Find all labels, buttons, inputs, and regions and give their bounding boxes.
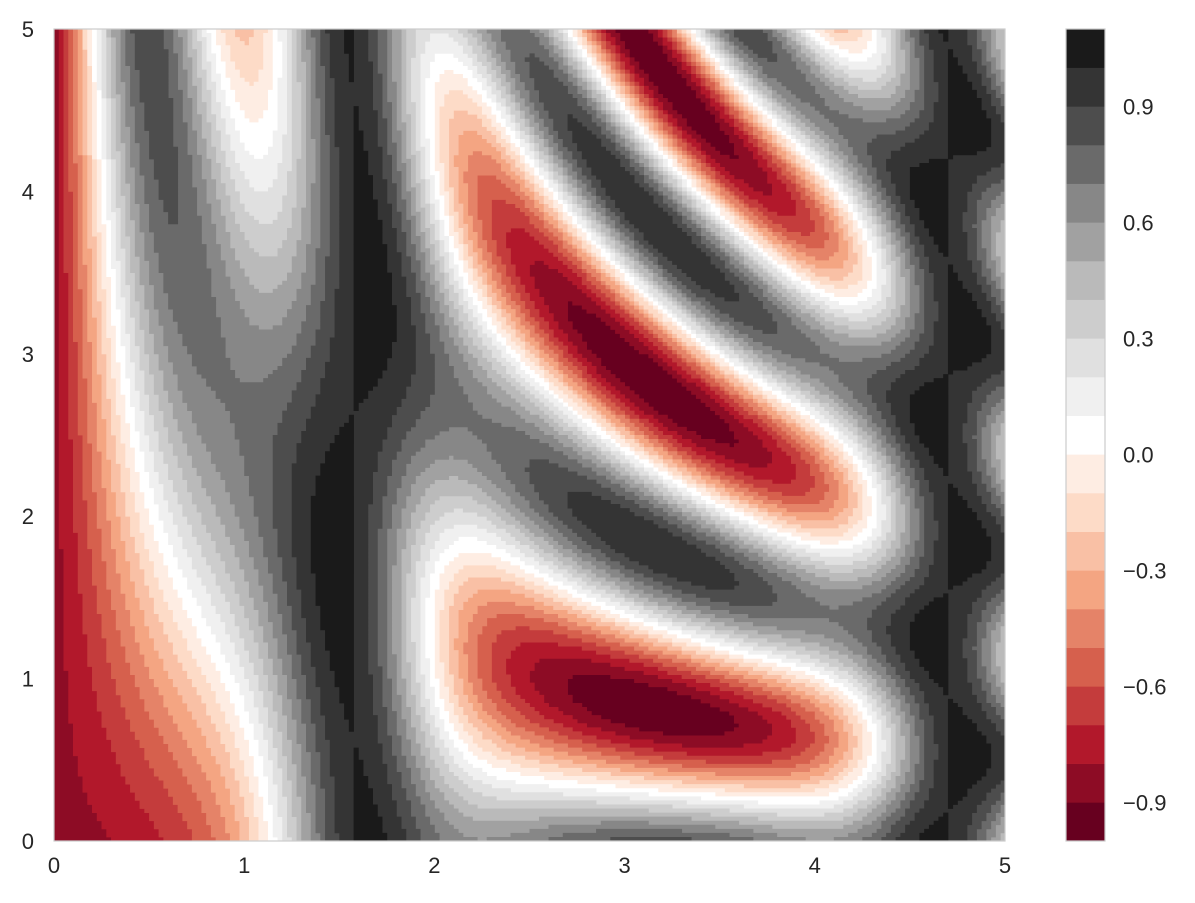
colorbar-band [1066, 29, 1105, 68]
y-tick-label: 0 [22, 829, 34, 854]
colorbar-tick-label: −0.3 [1123, 558, 1166, 583]
colorbar-band [1066, 493, 1105, 532]
x-tick-label: 1 [238, 853, 250, 878]
colorbar-band [1066, 454, 1105, 494]
colorbar-ticks: −0.9 −0.6 −0.3 0.0 0.3 0.6 0.9 [1123, 94, 1166, 815]
colorbar-tick-label: 0.0 [1123, 442, 1154, 467]
colorbar-band [1066, 222, 1105, 262]
y-tick-label: 2 [22, 504, 34, 529]
colorbar [1066, 29, 1105, 842]
colorbar-band [1066, 183, 1105, 223]
colorbar-band [1066, 106, 1105, 146]
colorbar-band [1066, 67, 1105, 107]
colorbar-band [1066, 415, 1105, 455]
x-tick-label: 2 [428, 853, 440, 878]
contour-band [567, 29, 740, 736]
colorbar-band [1066, 338, 1105, 378]
contour-band [63, 29, 816, 841]
y-tick-label: 4 [22, 179, 34, 204]
x-tick-label: 5 [999, 853, 1011, 878]
x-tick-label: 4 [809, 853, 821, 878]
colorbar-tick-label: −0.6 [1123, 674, 1166, 699]
colorbar-band [1066, 609, 1105, 648]
colorbar-band [1066, 570, 1105, 610]
y-tick-label: 1 [22, 667, 34, 692]
plot-frame [53, 28, 1006, 842]
colorbar-tick-label: 0.6 [1123, 210, 1154, 235]
x-tick-label: 0 [48, 853, 60, 878]
y-axis-ticks: 0 1 2 3 4 5 [22, 17, 34, 854]
contour-plot [54, 29, 1005, 841]
colorbar-band [1066, 261, 1105, 300]
colorbar-band [1066, 531, 1105, 571]
colorbar-frame [1065, 28, 1106, 842]
contour-band [58, 29, 797, 841]
contour-band [125, 29, 1005, 841]
colorbar-band [1066, 377, 1105, 416]
colorbar-band [1066, 763, 1105, 803]
colorbar-band [1066, 299, 1105, 339]
contour-band [111, 29, 1005, 841]
x-axis-ticks: 0 1 2 3 4 5 [48, 853, 1011, 878]
colorbar-tick-label: −0.9 [1123, 790, 1166, 815]
colorbar-band [1066, 145, 1105, 184]
contour-band [120, 29, 1005, 841]
contour-band [68, 29, 830, 841]
colorbar-tick-label: 0.3 [1123, 326, 1154, 351]
colorbar-tick-label: 0.9 [1123, 94, 1154, 119]
colorbar-band [1066, 686, 1105, 726]
x-tick-label: 3 [618, 853, 630, 878]
contour-band [106, 29, 1005, 841]
contour-band [87, 29, 873, 841]
contour-band [92, 29, 878, 841]
colorbar-band [1066, 802, 1105, 842]
y-tick-label: 3 [22, 342, 34, 367]
colorbar-band [1066, 725, 1105, 764]
colorbar-band [1066, 647, 1105, 687]
y-tick-label: 5 [22, 17, 34, 42]
